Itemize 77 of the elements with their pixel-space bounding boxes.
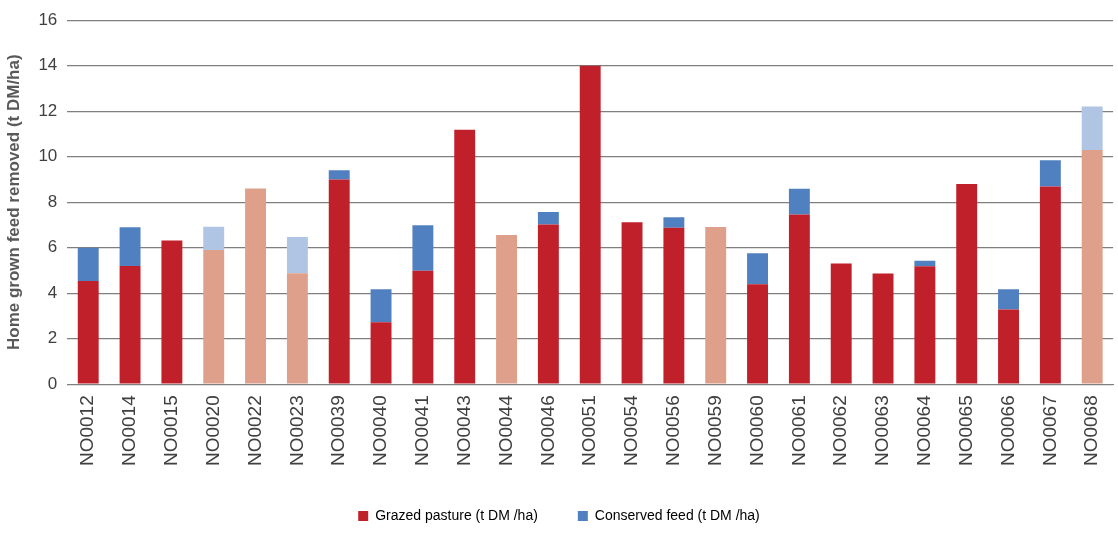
x-tick-label: NO0023 [285, 395, 307, 467]
bar [537, 212, 559, 225]
y-tick-label: 14 [38, 55, 58, 75]
bar [1081, 149, 1103, 384]
bar [328, 179, 350, 384]
x-tick-label: NO0068 [1080, 395, 1102, 467]
bar [998, 289, 1019, 310]
x-tick-label: NO0040 [369, 395, 391, 467]
x-tick-label: NO0059 [703, 395, 725, 467]
x-tick-label: NO0060 [745, 395, 767, 467]
bar [77, 247, 99, 281]
bar [412, 270, 434, 384]
bar [872, 273, 894, 384]
bar [119, 265, 141, 384]
x-tick-label: NO0062 [829, 395, 851, 467]
x-tick-label: NO0044 [494, 394, 516, 467]
bar [1039, 160, 1061, 187]
bar [788, 214, 810, 384]
bar [747, 253, 768, 285]
bar [119, 227, 141, 266]
x-tick-label: NO0046 [536, 395, 558, 467]
bar [747, 284, 768, 384]
x-tick-label: NO0056 [662, 395, 684, 467]
y-tick-label: 16 [38, 9, 58, 29]
bar [998, 309, 1019, 384]
bar [788, 188, 810, 215]
y-tick-label: 0 [47, 373, 58, 393]
x-tick-label: NO0064 [913, 394, 935, 467]
legend-label: Conserved feed (t DM /ha) [594, 506, 760, 523]
x-tick-label: NO0043 [452, 395, 474, 467]
bar [621, 222, 643, 384]
x-tick-label: NO0020 [201, 395, 223, 467]
y-axis-title: Home grown feed removed (t DM/ha) [3, 54, 23, 351]
y-tick-label: 10 [38, 146, 58, 166]
bar [914, 266, 936, 384]
bar [496, 234, 518, 384]
bar [370, 289, 392, 323]
bar [663, 217, 685, 228]
x-tick-label: NO0066 [996, 395, 1018, 467]
bar [203, 226, 225, 250]
x-tick-label: NO0054 [620, 394, 642, 467]
x-tick-label: NO0022 [243, 395, 265, 467]
bar [286, 237, 308, 274]
bar [537, 224, 559, 384]
bar [370, 322, 392, 384]
bar [245, 188, 267, 384]
bar [77, 280, 99, 384]
x-tick-label: NO0051 [578, 395, 600, 467]
bar [663, 227, 685, 384]
bar [286, 273, 308, 384]
x-tick-label: NO0067 [1038, 395, 1060, 467]
y-tick-label: 8 [47, 191, 58, 211]
x-tick-label: NO0065 [954, 395, 976, 467]
bar [203, 250, 225, 384]
bar [412, 225, 434, 271]
bar [705, 227, 727, 384]
x-tick-label: NO0061 [787, 395, 809, 467]
bar [328, 170, 350, 180]
bar [914, 260, 936, 267]
x-tick-label: NO0015 [160, 395, 182, 467]
bar [1039, 186, 1061, 384]
x-tick-label: NO0041 [411, 395, 433, 467]
bar [956, 184, 978, 384]
x-tick-label: NO0012 [76, 395, 98, 467]
x-tick-label: NO0014 [118, 394, 140, 467]
bar [579, 65, 601, 384]
x-tick-label: NO0039 [327, 395, 349, 467]
bar [454, 129, 476, 384]
y-tick-label: 6 [47, 237, 58, 257]
y-tick-label: 2 [47, 328, 58, 348]
bar [830, 263, 852, 384]
legend-label: Grazed pasture (t DM /ha) [375, 506, 538, 523]
bar [161, 240, 183, 384]
y-tick-label: 12 [38, 100, 58, 120]
y-tick-label: 4 [47, 282, 58, 302]
bar [1081, 106, 1103, 150]
x-tick-label: NO0063 [871, 395, 893, 467]
